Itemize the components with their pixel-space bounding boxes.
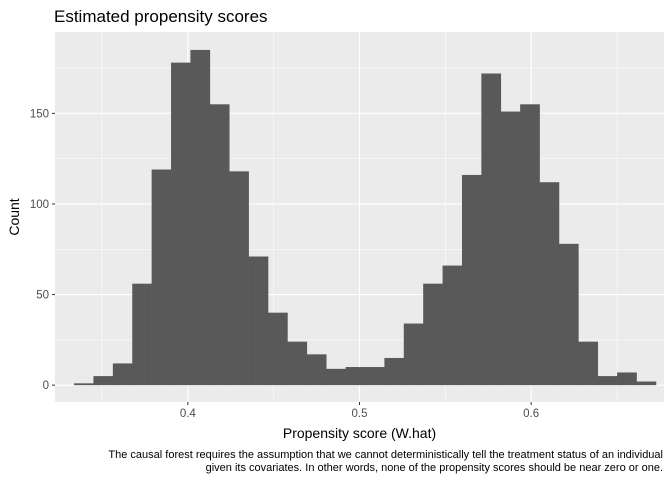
histogram-bar — [578, 341, 599, 386]
y-tick-label: 50 — [36, 290, 49, 302]
histogram-bar — [423, 283, 443, 386]
histogram-bar — [481, 73, 502, 386]
x-axis-ticks: 0.4 0.5 0.6 — [180, 402, 539, 420]
histogram-bar — [558, 243, 579, 386]
x-axis-title: Propensity score (W.hat) — [283, 425, 436, 441]
histogram-bar — [384, 357, 405, 386]
histogram-bar — [132, 283, 152, 386]
histogram-bar — [500, 111, 521, 386]
histogram-bar — [636, 381, 657, 386]
y-tick-label: 0 — [43, 380, 49, 392]
histogram-bar — [171, 62, 191, 386]
histogram-bar — [287, 341, 308, 386]
histogram-bar — [151, 169, 172, 386]
histogram-bar — [268, 312, 288, 386]
x-tick-label: 0.5 — [352, 408, 368, 420]
histogram-bar — [248, 256, 269, 386]
histogram-bar — [539, 182, 560, 386]
histogram-bar — [74, 383, 94, 386]
histogram-bar — [597, 376, 618, 386]
histogram-bars — [74, 49, 657, 386]
histogram-bar — [112, 363, 133, 386]
histogram-bar — [306, 354, 327, 386]
histogram-bar — [229, 171, 249, 386]
histogram-bar — [461, 174, 482, 386]
histogram-bar — [442, 265, 463, 386]
caption-line-2: given its covariates. In other words, no… — [206, 462, 663, 474]
y-axis-title: Count — [6, 198, 22, 235]
y-axis-ticks: 0 50 100 150 — [30, 108, 55, 392]
x-tick-label: 0.4 — [180, 408, 197, 420]
histogram-bar — [345, 367, 366, 386]
histogram-bar — [364, 367, 385, 386]
x-tick-label: 0.6 — [523, 408, 539, 420]
caption-line-1: The causal forest requires the assumptio… — [108, 449, 663, 461]
histogram-bar — [326, 368, 346, 386]
y-tick-label: 150 — [30, 108, 49, 120]
y-tick-label: 100 — [30, 199, 49, 211]
histogram-bar — [209, 104, 230, 386]
histogram-bar — [403, 323, 424, 386]
histogram-bar — [520, 104, 540, 386]
histogram-bar — [93, 376, 114, 386]
histogram-bar — [190, 49, 211, 386]
histogram-bar — [617, 372, 637, 386]
chart-title: Estimated propensity scores — [54, 7, 268, 26]
